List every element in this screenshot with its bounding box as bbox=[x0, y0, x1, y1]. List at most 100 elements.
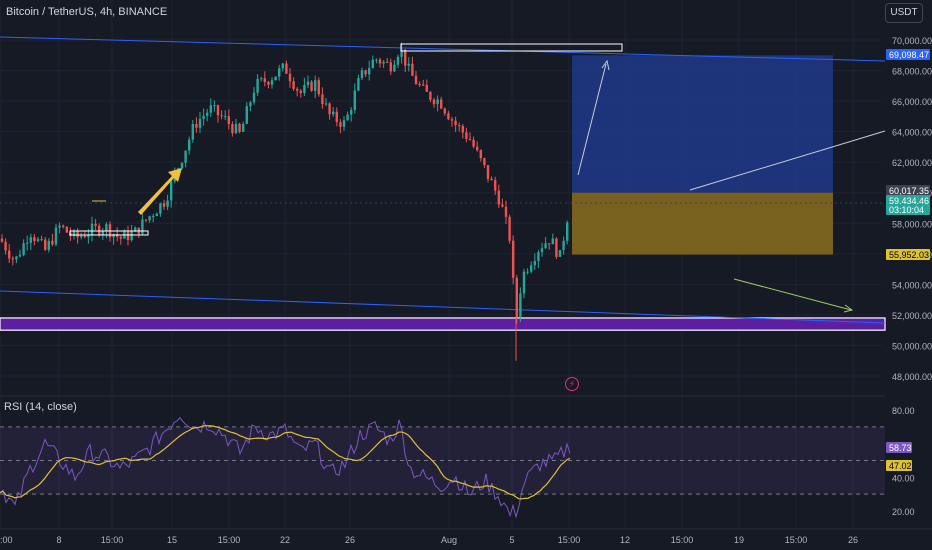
price-tick-label: 58,000.00 bbox=[892, 219, 932, 229]
candle bbox=[256, 78, 259, 93]
rsi-current-label: 47.02 bbox=[889, 461, 912, 471]
candle bbox=[346, 114, 349, 121]
candle bbox=[22, 243, 25, 255]
candle bbox=[501, 204, 504, 207]
upper-trend-line bbox=[0, 36, 886, 62]
candle bbox=[396, 56, 400, 65]
candle bbox=[544, 243, 547, 249]
time-tick-label: 15:00 bbox=[101, 535, 124, 545]
time-tick-label: 15:00 bbox=[785, 535, 808, 545]
candle bbox=[400, 49, 403, 57]
candle bbox=[76, 231, 79, 238]
candle bbox=[170, 181, 173, 201]
candle bbox=[80, 236, 83, 238]
candle bbox=[422, 84, 425, 86]
price-label: 69,098.47 bbox=[889, 50, 929, 60]
candle bbox=[310, 81, 313, 91]
price-label-bg bbox=[886, 49, 930, 60]
rsi-ma-line bbox=[0, 425, 571, 500]
candle bbox=[299, 90, 302, 93]
price-label: 60,017.35 bbox=[889, 186, 929, 196]
candle bbox=[368, 68, 371, 75]
candle bbox=[29, 237, 32, 243]
target-zone bbox=[572, 55, 833, 193]
projection-line-right bbox=[689, 130, 886, 191]
candle bbox=[479, 150, 482, 159]
consolidation-box bbox=[69, 230, 149, 236]
candle bbox=[116, 234, 119, 237]
candle bbox=[342, 120, 346, 127]
candle bbox=[234, 123, 238, 134]
candle bbox=[414, 75, 418, 85]
candle bbox=[357, 78, 360, 91]
candle bbox=[515, 277, 518, 318]
candles bbox=[0, 42, 569, 361]
candle bbox=[526, 271, 529, 273]
candle bbox=[270, 80, 274, 85]
candle bbox=[245, 106, 248, 124]
candle bbox=[231, 124, 234, 134]
candle bbox=[227, 116, 230, 125]
time-tick-label: :00 bbox=[0, 535, 13, 545]
time-tick-label: 26 bbox=[848, 535, 858, 545]
candle bbox=[429, 91, 432, 100]
candle bbox=[112, 234, 115, 238]
candle bbox=[443, 108, 446, 114]
candle bbox=[47, 240, 50, 250]
candle bbox=[285, 63, 288, 74]
candle bbox=[555, 238, 558, 257]
candle bbox=[62, 225, 65, 227]
candle bbox=[389, 62, 392, 72]
candle bbox=[339, 122, 342, 127]
rsi-current-label: 58.73 bbox=[889, 443, 912, 453]
candle bbox=[155, 213, 158, 217]
candle bbox=[184, 150, 187, 163]
candle bbox=[65, 226, 68, 233]
time-tick-label: 19 bbox=[734, 535, 744, 545]
candle bbox=[450, 119, 454, 121]
candle bbox=[497, 190, 500, 205]
candle bbox=[260, 78, 263, 80]
candle bbox=[432, 99, 436, 105]
currency-button[interactable]: USDT bbox=[885, 3, 923, 23]
candle bbox=[238, 123, 241, 132]
price-tick-label: 50,000.00 bbox=[892, 341, 932, 351]
candle bbox=[152, 216, 155, 218]
axes: 48,000.0050,000.0052,000.0054,000.0056,0… bbox=[0, 36, 932, 545]
rsi-tick-label: 80.00 bbox=[892, 406, 915, 416]
candle bbox=[548, 243, 551, 245]
candle bbox=[148, 216, 151, 221]
candle bbox=[94, 223, 97, 226]
price-tick-label: 68,000.00 bbox=[892, 67, 932, 77]
candle bbox=[126, 231, 130, 241]
support-zone bbox=[0, 317, 886, 331]
flash-icon[interactable]: ⚡ bbox=[565, 377, 579, 391]
candle bbox=[306, 81, 310, 86]
candle bbox=[461, 125, 464, 133]
price-label: 59,434.46 bbox=[889, 196, 929, 206]
candle bbox=[468, 138, 472, 140]
candle bbox=[252, 92, 256, 103]
time-tick-label: 8 bbox=[56, 535, 61, 545]
candle bbox=[220, 115, 223, 117]
candle bbox=[209, 105, 212, 113]
projection-arrow-down-head bbox=[843, 304, 854, 313]
candle bbox=[317, 80, 320, 95]
candle bbox=[407, 63, 410, 66]
candle bbox=[375, 59, 378, 61]
candle bbox=[425, 84, 428, 92]
candle bbox=[288, 73, 292, 82]
candle bbox=[292, 81, 295, 89]
candle bbox=[562, 240, 565, 251]
candle bbox=[411, 63, 414, 76]
price-tick-label: 66,000.00 bbox=[892, 97, 932, 107]
candle bbox=[224, 116, 227, 118]
rsi-line bbox=[0, 416, 571, 519]
candle bbox=[382, 61, 385, 64]
time-tick-label: 15:00 bbox=[671, 535, 694, 545]
time-tick-label: 22 bbox=[280, 535, 290, 545]
candle bbox=[130, 231, 133, 241]
candle bbox=[51, 240, 54, 245]
candle bbox=[540, 248, 544, 253]
